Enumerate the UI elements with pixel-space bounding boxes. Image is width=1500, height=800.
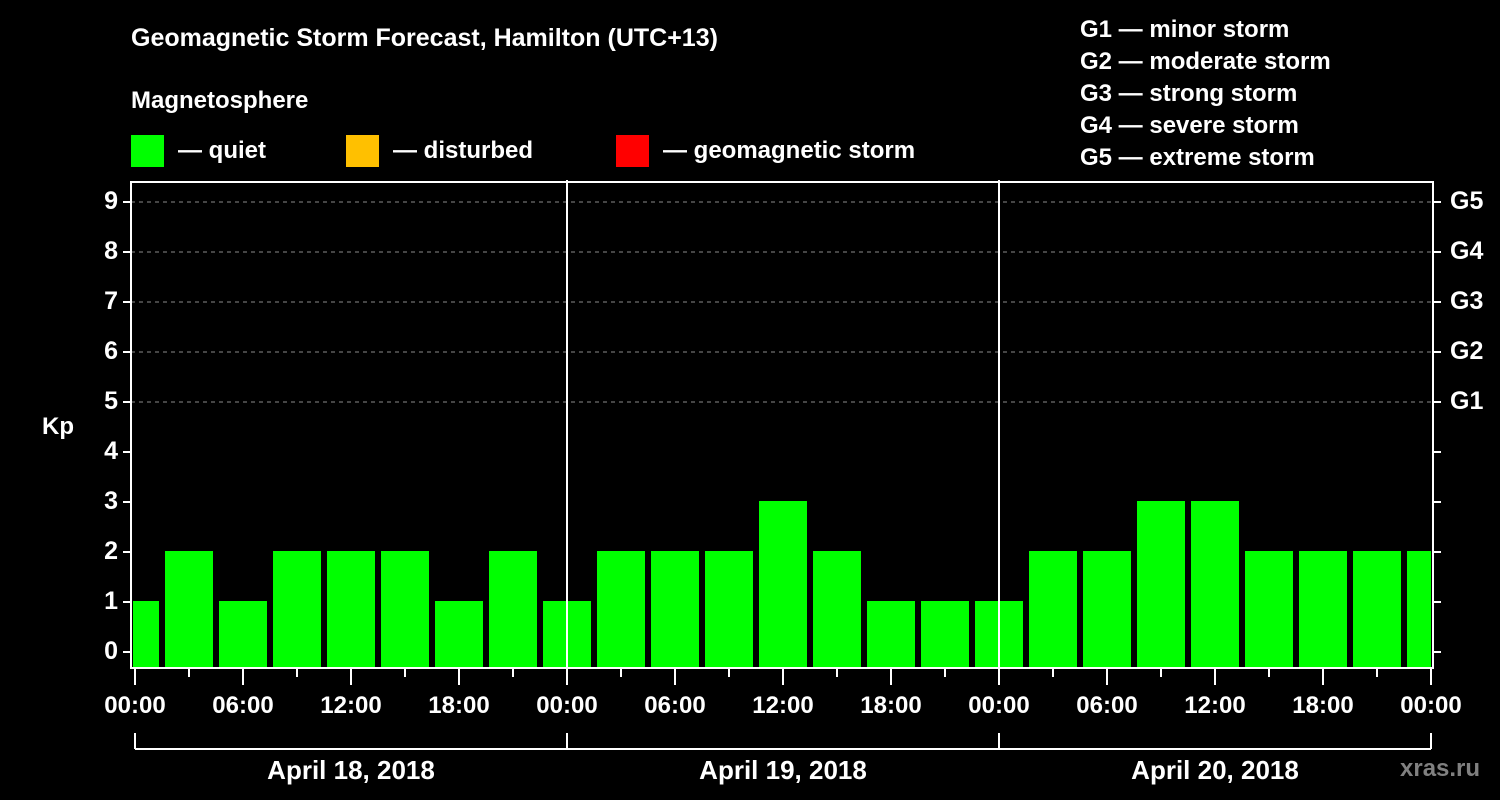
- y-tick-label: 9: [104, 187, 118, 215]
- y-tick-label: 5: [104, 387, 118, 415]
- x-tick-label: 18:00: [1292, 692, 1354, 719]
- g-tick-label: G3: [1450, 287, 1484, 315]
- x-tick-label: 06:00: [644, 692, 706, 719]
- kp-bar: [1083, 551, 1131, 667]
- legend-storm: — geomagnetic storm: [616, 135, 915, 167]
- kp-bar: [327, 551, 375, 667]
- kp-bar: [759, 501, 807, 667]
- g-scale-item: G1 — minor storm: [1080, 16, 1290, 43]
- kp-bar: [1407, 551, 1431, 667]
- kp-bar: [273, 551, 321, 667]
- legend-label-disturbed: — disturbed: [393, 137, 534, 164]
- kp-bar: [813, 551, 861, 667]
- kp-bar: [1245, 551, 1293, 667]
- g-tick-label: G1: [1450, 387, 1484, 415]
- kp-bar: [489, 551, 537, 667]
- g-tick-label: G5: [1450, 187, 1484, 215]
- g-scale-item: G3 — strong storm: [1080, 80, 1298, 107]
- legend-disturbed: — disturbed: [346, 135, 533, 167]
- legend-swatch-storm: [616, 135, 649, 167]
- legend-quiet: — quiet: [131, 135, 266, 167]
- kp-bar: [165, 551, 213, 667]
- kp-bar: [705, 551, 753, 667]
- watermark: xras.ru: [1400, 755, 1481, 782]
- kp-bar: [597, 551, 645, 667]
- x-tick-label: 00:00: [536, 692, 598, 719]
- legend-label-quiet: — quiet: [178, 137, 266, 164]
- kp-bar: [1137, 501, 1185, 667]
- x-tick-label: 06:00: [212, 692, 274, 719]
- legend-swatch-quiet: [131, 135, 164, 167]
- y-tick-label: 8: [104, 237, 118, 265]
- x-tick-label: 00:00: [104, 692, 166, 719]
- x-tick-label: 12:00: [320, 692, 382, 719]
- kp-bar: [219, 601, 267, 667]
- kp-bar: [133, 601, 159, 667]
- y-tick-label: 2: [104, 537, 118, 565]
- x-tick-label: 18:00: [428, 692, 490, 719]
- kp-bar: [1353, 551, 1401, 667]
- y-axis-label: Kp: [42, 413, 74, 440]
- kp-bar: [921, 601, 969, 667]
- kp-bar: [1029, 551, 1077, 667]
- chart-subtitle: Magnetosphere: [131, 87, 309, 114]
- legend-swatch-disturbed: [346, 135, 379, 167]
- y-tick-label: 3: [104, 487, 118, 515]
- chart-title: Geomagnetic Storm Forecast, Hamilton (UT…: [131, 24, 718, 52]
- g-scale-item: G2 — moderate storm: [1080, 48, 1331, 75]
- date-label: April 19, 2018: [699, 755, 867, 785]
- y-tick-label: 0: [104, 637, 118, 665]
- g-tick-label: G4: [1450, 237, 1484, 265]
- kp-bar: [1191, 501, 1239, 667]
- kp-bar: [867, 601, 915, 667]
- legend-label-storm: — geomagnetic storm: [663, 137, 916, 164]
- g-scale-list: G1 — minor storm G2 — moderate storm G3 …: [1080, 14, 1331, 174]
- kp-bar: [381, 551, 429, 667]
- x-tick-label: 18:00: [860, 692, 922, 719]
- g-tick-label: G2: [1450, 337, 1484, 365]
- y-tick-label: 4: [104, 437, 118, 465]
- kp-bar: [435, 601, 483, 667]
- date-label: April 18, 2018: [267, 755, 435, 785]
- kp-bar: [1299, 551, 1347, 667]
- y-tick-label: 1: [104, 587, 118, 615]
- x-tick-label: 06:00: [1076, 692, 1138, 719]
- x-tick-label: 00:00: [1400, 692, 1462, 719]
- y-tick-label: 6: [104, 337, 118, 365]
- y-tick-label: 7: [104, 287, 118, 315]
- kp-bar: [651, 551, 699, 667]
- g-scale-item: G5 — extreme storm: [1080, 144, 1315, 171]
- x-tick-label: 12:00: [1184, 692, 1246, 719]
- x-tick-label: 00:00: [968, 692, 1030, 719]
- bars-group: [133, 501, 1431, 667]
- g-scale-item: G4 — severe storm: [1080, 112, 1299, 139]
- x-tick-label: 12:00: [752, 692, 814, 719]
- date-label: April 20, 2018: [1131, 755, 1299, 785]
